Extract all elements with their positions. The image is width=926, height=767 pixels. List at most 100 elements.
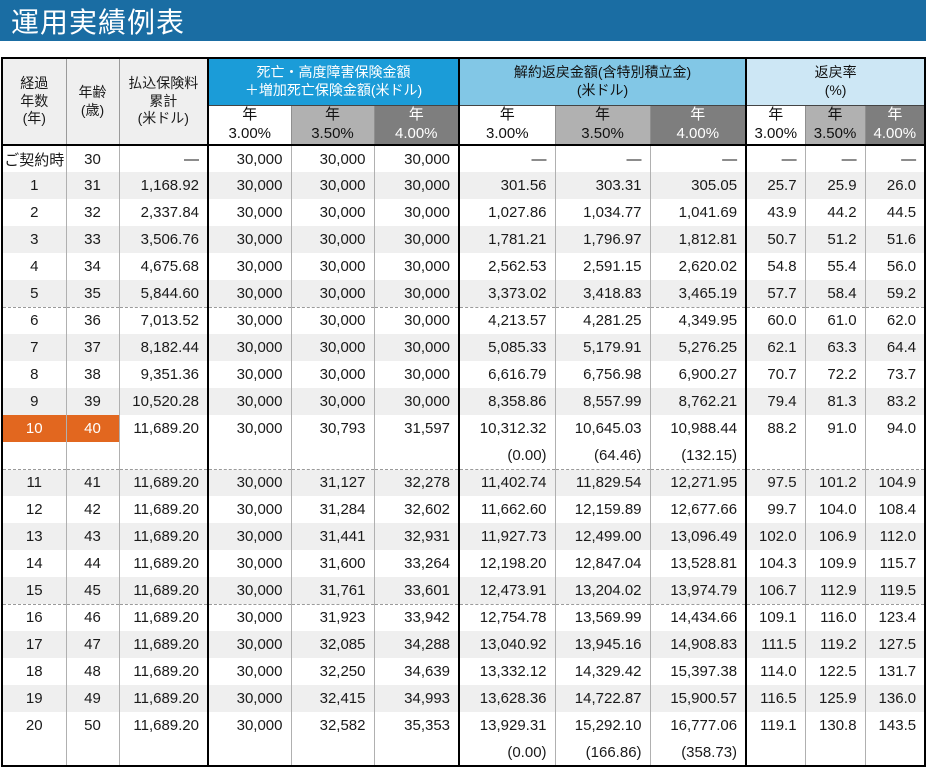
cell-surrender-value: 14,722.87 — [554, 685, 651, 712]
cell-death-benefit: 30,000 — [207, 307, 291, 334]
header-surrender-rate-3.50: 年 3.50% — [554, 104, 651, 146]
cell-death-benefit: 32,582 — [290, 712, 374, 739]
table-row: 20 50 11,689.20 30,000 32,582 35,353 13,929.31… — [2, 712, 926, 739]
cell-death-benefit: 30,000 — [207, 226, 291, 253]
cell-return-ratio: — — [745, 145, 806, 172]
cell-premium-total: 11,689.20 — [118, 523, 209, 550]
header-elapsed-years: 経過 年数 (年) — [1, 58, 66, 146]
cell-return-ratio: 108.4 — [864, 496, 926, 523]
header-death-rate-3.00: 年 3.00% — [207, 104, 291, 146]
cell-age: 33 — [65, 226, 119, 253]
cell-premium-total: 7,013.52 — [118, 307, 209, 334]
cell-premium-total: 2,337.84 — [118, 199, 209, 226]
cell-surrender-value: 3,418.83 — [554, 280, 651, 308]
cell-elapsed-years: 13 — [2, 523, 66, 550]
cell-return-ratio: 104.9 — [864, 469, 926, 496]
cell-return-ratio: 72.2 — [804, 361, 866, 388]
cell-age: 36 — [65, 307, 119, 334]
table-row: 7 37 8,182.44 30,000 30,000 30,000 5,085.33 5,1… — [2, 334, 926, 361]
cell-age: 41 — [65, 469, 119, 496]
cell-surrender-value: 305.05 — [649, 172, 748, 199]
cell-death-benefit: 30,000 — [207, 712, 291, 739]
cell-elapsed-years: 16 — [25, 609, 43, 627]
cell-surrender-value: 301.56 — [458, 172, 556, 199]
cell-return-ratio: 59.2 — [864, 280, 926, 308]
cell-return-ratio: 106.7 — [745, 577, 806, 605]
cell-death-benefit: 30,000 — [290, 307, 374, 334]
cell-death-benefit: 30,000 — [207, 577, 291, 605]
cell-age: 47 — [65, 631, 119, 658]
table-row: 8 38 9,351.36 30,000 30,000 30,000 6,616.79 6,7… — [2, 361, 926, 388]
cell-elapsed-years: ご契約時 — [4, 151, 65, 169]
header-rate-row: 年 3.00% 年 3.50% 年 4.00% 年 3.00% 年 3.50% … — [2, 104, 926, 146]
header-age: 年齢 (歳) — [65, 58, 119, 146]
cell-return-ratio: 54.8 — [745, 253, 806, 280]
cell-surrender-value: 11,927.73 — [458, 523, 556, 550]
cell-death-benefit: 31,600 — [290, 550, 374, 577]
cell-return-ratio: 116.0 — [804, 604, 866, 631]
cell-elapsed-years: 9 — [2, 388, 66, 415]
header-surrender-rate-3.00: 年 3.00% — [458, 104, 556, 146]
cell-death-benefit: 30,000 — [290, 172, 374, 199]
cell-elapsed-years: 8 — [30, 366, 39, 383]
header-surrender-value-group: 解約返戻金額(含特別積立金) (米ドル) — [458, 58, 748, 105]
cell-elapsed-years: 17 — [2, 631, 66, 658]
cell-special-reserve: (132.15) — [649, 442, 748, 470]
cell-return-ratio: 73.7 — [864, 361, 926, 388]
cell-return-ratio: 101.2 — [804, 469, 866, 496]
cell-death-benefit: 32,278 — [373, 469, 461, 496]
table-row: 11 41 11,689.20 30,000 31,127 32,278 11,402.74… — [2, 469, 926, 496]
header-death-rate-3.50: 年 3.50% — [290, 104, 374, 146]
cell-return-ratio: 99.7 — [745, 496, 806, 523]
table-row: 15 45 11,689.20 30,000 31,761 33,601 12,473.91… — [2, 577, 926, 605]
table-row: 6 36 7,013.52 30,000 30,000 30,000 4,213.57 4,2… — [2, 307, 926, 334]
table-subrow: (0.00) (64.46) (132.15) — [2, 442, 926, 470]
cell-surrender-value: 1,812.81 — [649, 226, 748, 253]
cell-premium-total — [118, 442, 209, 470]
page-title-text: 運用実績例表 — [11, 5, 186, 39]
cell-death-benefit: 30,000 — [207, 280, 291, 308]
cell-surrender-value: 12,473.91 — [458, 577, 556, 605]
cell-death-benefit: 30,000 — [207, 685, 291, 712]
cell-surrender-value: 13,096.49 — [649, 523, 748, 550]
cell-age: 37 — [65, 334, 119, 361]
cell-return-ratio: 104.0 — [804, 496, 866, 523]
cell-age: 38 — [65, 361, 119, 388]
cell-death-benefit: 30,000 — [207, 145, 291, 172]
cell-surrender-value: 8,762.21 — [649, 388, 748, 415]
cell-death-benefit: 30,000 — [373, 388, 461, 415]
cell-age: 45 — [65, 577, 119, 605]
cell-surrender-value: 13,974.79 — [649, 577, 748, 605]
cell-return-ratio: 79.4 — [745, 388, 806, 415]
cell-surrender-value: 12,677.66 — [649, 496, 748, 523]
cell-return-ratio: 91.0 — [804, 415, 866, 442]
cell-surrender-value: 1,781.21 — [458, 226, 556, 253]
cell-elapsed-years: 14 — [25, 555, 43, 572]
cell-death-benefit: 30,000 — [290, 334, 374, 361]
cell-surrender-value: 12,847.04 — [554, 550, 651, 577]
table-subrow: (0.00) (166.86) (358.73) — [2, 739, 926, 766]
cell-return-ratio: 130.8 — [804, 712, 866, 739]
cell-return-ratio: 70.7 — [745, 361, 806, 388]
cell-elapsed-years: 5 — [2, 280, 66, 308]
cell-death-benefit: 33,264 — [373, 550, 461, 577]
cell-premium-total: 3,506.76 — [118, 226, 209, 253]
cell-premium-total: 11,689.20 — [118, 577, 209, 605]
cell-death-benefit: 30,000 — [207, 334, 291, 361]
cell-death-benefit — [207, 739, 291, 766]
table-row: 2 32 2,337.84 30,000 30,000 30,000 1,027.86 1,0… — [2, 199, 926, 226]
cell-surrender-value: 11,662.60 — [458, 496, 556, 523]
cell-death-benefit: 34,639 — [373, 658, 461, 685]
cell-surrender-value: 2,591.15 — [554, 253, 651, 280]
cell-surrender-value: 13,569.99 — [554, 604, 651, 631]
cell-return-ratio: 109.9 — [804, 550, 866, 577]
cell-return-ratio — [864, 442, 926, 470]
cell-return-ratio: — — [804, 145, 866, 172]
cell-return-ratio — [745, 739, 806, 766]
cell-age: 50 — [65, 712, 119, 739]
cell-return-ratio: 60.0 — [745, 307, 806, 334]
cell-surrender-value: 14,434.66 — [649, 604, 748, 631]
cell-age: 32 — [65, 199, 119, 226]
cell-elapsed-years: 20 — [25, 717, 43, 734]
cell-death-benefit: 33,601 — [373, 577, 461, 605]
